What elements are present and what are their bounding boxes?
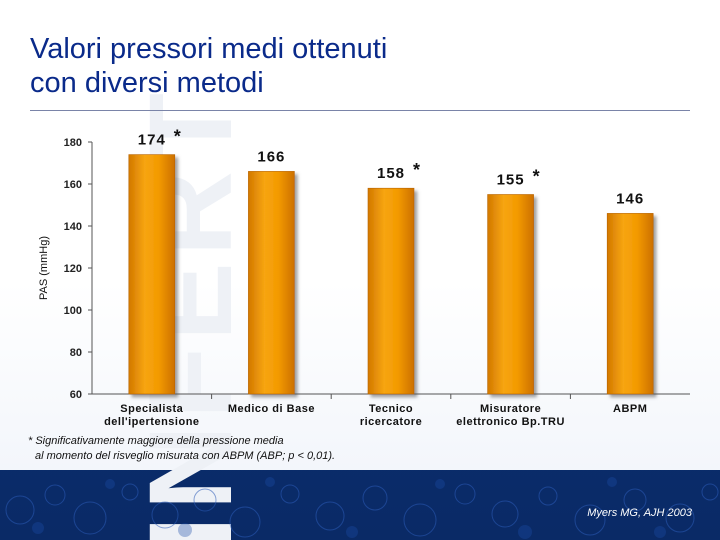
value-label: 158	[377, 165, 405, 182]
decorative-bubbles	[5, 477, 719, 539]
category-label: Misuratore	[480, 403, 541, 415]
value-label: 155	[497, 172, 525, 189]
value-label: 174	[138, 132, 166, 149]
y-axis-label: PAS (mmHg)	[38, 236, 50, 300]
significance-star: *	[413, 160, 420, 180]
category-label: ricercatore	[360, 416, 422, 428]
title-line-1: Valori pressori medi ottenuti	[30, 33, 388, 65]
bar-chart: 60 80 100 120 140 160 180 PAS (mmHg) 174 * Special…	[38, 127, 690, 428]
y-tick-label: 160	[64, 179, 82, 191]
citation: Myers MG, AJH 2003	[587, 507, 692, 519]
footnote-line-1: * Significativamente maggiore della pres…	[28, 435, 284, 447]
category-label: dell'ipertensione	[104, 416, 199, 428]
bar	[248, 171, 295, 395]
y-tick-label: 140	[64, 221, 82, 233]
bar	[367, 187, 415, 395]
y-tick-label: 60	[70, 389, 82, 401]
y-tick-label: 120	[64, 263, 82, 275]
bar	[487, 194, 534, 395]
title-line-2: con diversi metodi	[30, 67, 264, 99]
y-tick-label: 100	[64, 305, 82, 317]
value-label: 146	[616, 190, 644, 207]
bar	[606, 213, 654, 395]
bar	[128, 154, 176, 395]
y-tick-label: 80	[70, 347, 82, 359]
category-label: Tecnico	[369, 403, 413, 415]
category-label: Medico di Base	[228, 403, 315, 415]
category-label: Specialista	[120, 403, 183, 415]
page-title: Valori pressori medi ottenuti con divers…	[30, 32, 670, 100]
category-label: ABPM	[613, 403, 647, 415]
category-label: elettronico Bp.TRU	[456, 416, 565, 428]
significance-star: *	[174, 127, 181, 147]
significance-star: *	[533, 167, 540, 187]
footnote-line-2: al momento del risveglio misurata con AB…	[35, 450, 336, 462]
title-divider	[30, 110, 690, 111]
footnote: * Significativamente maggiore della pres…	[28, 434, 335, 464]
value-label: 166	[257, 148, 285, 165]
y-tick-label: 180	[64, 137, 82, 149]
